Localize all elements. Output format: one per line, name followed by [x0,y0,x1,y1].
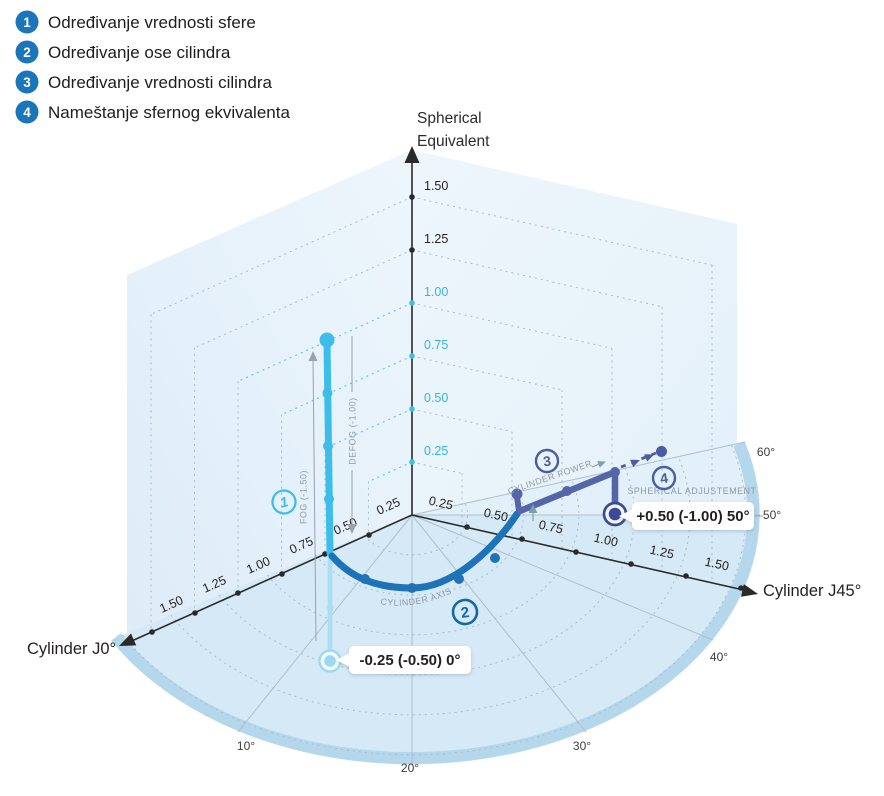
step-markers: 1 2 3 4 [271,448,677,626]
vertical-axis-ticks: 0.25 0.50 0.75 1.00 1.25 1.50 [409,179,448,465]
spherical-adjustment-label: SPHERICAL ADJUSTEMENT [627,486,756,496]
j45-tick-150: 1.50 [703,555,730,574]
angle-label-20: 20° [401,761,419,775]
legend-badge-4 [15,100,39,124]
legend-num-1: 1 [23,15,31,30]
v-tick-125: 1.25 [424,232,448,246]
start-point-ring [318,649,342,673]
angle-label-40: 40° [710,650,728,664]
legend-item-4: 4 Nameštanje sfernog ekvivalenta [15,100,290,124]
j45-tick-100: 1.00 [592,531,619,550]
cylinder-axis-dots [360,553,500,593]
fog-measure-line [312,356,317,642]
wall-contours [150,196,713,633]
j0-axis-arrowhead [119,633,137,646]
legend-label-4: Nameštanje sfernog ekvivalenta [48,103,290,122]
floor-sector [111,441,761,765]
left-wall [127,150,412,640]
defog-down-arrow-icon [347,524,357,534]
sphere-line-light-dot [326,604,334,612]
spherical-adjustment-group: SPHERICAL ADJUSTEMENT [620,446,756,496]
floor-radials [237,441,760,765]
j45-tick-125: 1.25 [648,543,675,562]
angle-label-60: 60° [757,445,775,459]
legend-label-2: Određivanje ose cilindra [48,43,231,62]
j45-axis-arrowhead [740,584,758,597]
vertical-axis-title-line1: Spherical [417,110,482,127]
j0-axis-line [124,514,413,645]
callout-end [619,502,754,530]
legend-badge-2 [15,40,39,64]
sphere-line-dots [319,332,335,504]
defog-label: DEFOG (-1.00) [348,397,358,464]
fog-label: FOG (-1.50) [299,470,309,524]
svg-text:4: 4 [659,470,669,487]
floor-grid: 10° 20° 30° 40° 50° 60° [122,441,781,775]
callout-end-text: +0.50 (-1.00) 50° [636,508,749,525]
adjustment-arrow-icon-1 [630,459,640,468]
callout-start [336,646,471,674]
power-up-arrow-icon [528,504,538,513]
adjustment-end-ball [656,446,667,457]
step-marker-2: 2 [451,598,479,626]
callout-start-arrow [336,652,351,668]
adjustment-arrow-icon-2 [644,454,654,462]
end-point-ring [602,501,628,527]
floor-rim [111,441,760,764]
v-tick-100: 1.00 [424,285,448,299]
floor-upper-wedge [412,442,761,515]
legend-badge-1 [15,10,39,34]
svg-text:3: 3 [542,453,552,470]
legend-label-3: Određivanje vrednosti cilindra [48,73,272,92]
legend-label-1: Određivanje vrednosti sfere [48,13,256,32]
legend: 1 Određivanje vrednosti sfere 2 Određiva… [15,10,290,124]
legend-num-3: 3 [23,75,31,90]
angle-labels: 10° 20° 30° 40° 50° 60° [237,445,781,775]
callout-end-arrow [619,508,634,524]
j45-axis-label: Cylinder J45° [763,582,861,600]
vertical-axis-arrowhead [404,146,420,163]
right-wall-contours [411,196,713,584]
power-start-ball [511,488,523,500]
j0-axis-label: Cylinder J0° [27,640,116,658]
legend-item-1: 1 Određivanje vrednosti sfere [15,10,256,34]
left-wall-gray-contours [150,196,413,633]
j45-axis-ticks: 0.25 0.50 0.75 1.00 1.25 1.50 [427,494,744,591]
legend-num-4: 4 [23,105,31,120]
v-tick-150: 1.50 [424,179,448,193]
power-mid-dot [562,486,572,496]
j45-tick-075: 0.75 [537,518,564,537]
svg-text:2: 2 [460,604,471,622]
callout-end-box [632,502,754,530]
v-tick-075: 0.75 [424,338,448,352]
angle-label-50: 50° [763,508,781,522]
legend-item-3: 3 Određivanje vrednosti cilindra [15,70,272,94]
power-label-arrow-icon [597,461,606,468]
j45-tick-050: 0.50 [482,506,509,525]
angle-label-10: 10° [237,739,255,753]
v-tick-025: 0.25 [424,444,448,458]
callout-start-box [349,646,471,674]
svg-text:1: 1 [278,493,290,510]
callout-start-text: -0.25 (-0.50) 0° [359,652,460,669]
legend-item-2: 2 Određivanje ose cilindra [15,40,231,64]
j45-tick-025: 0.25 [427,494,454,513]
legend-badge-3 [15,70,39,94]
step-marker-1: 1 [271,489,297,515]
angle-label-30: 30° [573,739,591,753]
vertical-axis-title-line2: Equivalent [417,133,490,150]
left-wall-cyan-levels [237,302,413,483]
step-marker-4: 4 [651,465,677,491]
step-marker-3: 3 [534,448,560,474]
floor-fill [111,442,760,765]
v-tick-050: 0.50 [424,391,448,405]
floor-dashed-arcs [122,444,747,756]
fog-up-arrow-icon [308,351,318,361]
legend-num-2: 2 [23,45,31,60]
